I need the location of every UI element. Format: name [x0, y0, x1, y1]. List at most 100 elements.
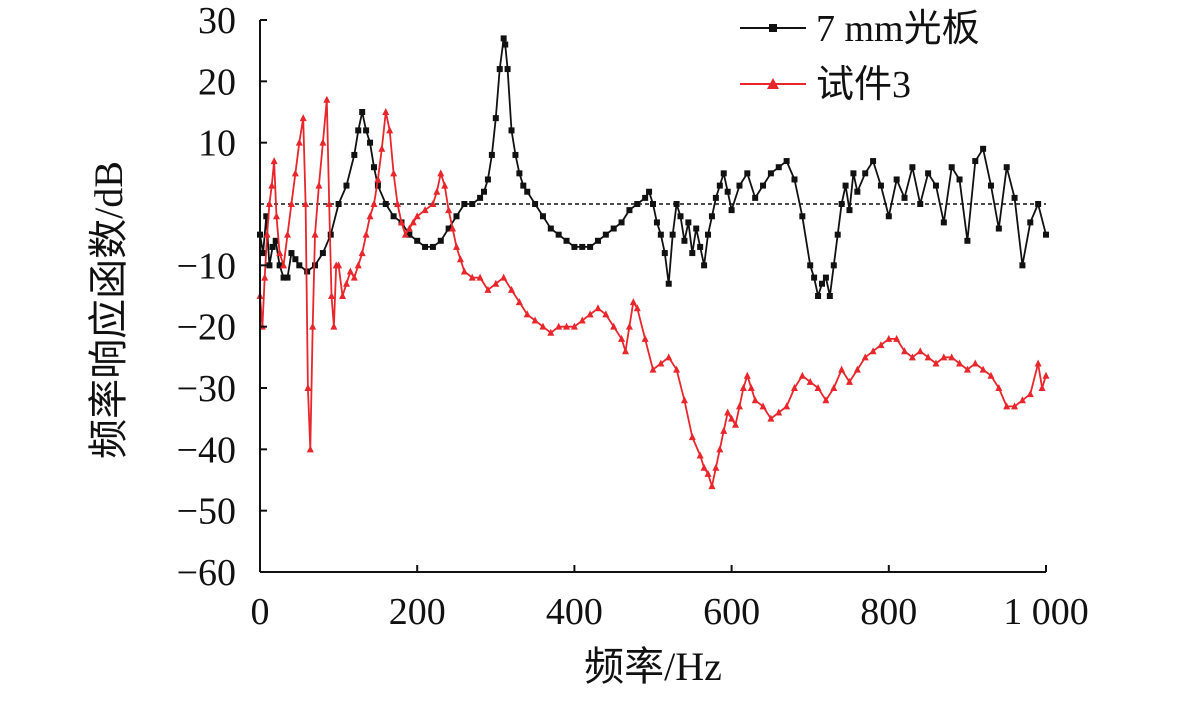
data-point-square: [288, 250, 295, 257]
data-point-triangle: [386, 126, 394, 134]
data-point-square: [818, 280, 825, 287]
legend-marker-square: [769, 24, 777, 32]
data-point-triangle: [830, 384, 838, 391]
data-point-square: [276, 262, 283, 269]
data-point-triangle: [563, 322, 571, 330]
data-point-square: [445, 225, 452, 232]
data-point-triangle: [940, 353, 948, 361]
data-point-triangle: [901, 347, 909, 355]
data-point-square: [1019, 262, 1026, 269]
data-point-square: [284, 274, 291, 281]
data-point-square: [594, 237, 601, 244]
data-point-triangle: [299, 114, 307, 122]
data-point-triangle: [963, 365, 971, 373]
y-tick-label: 30: [198, 0, 236, 42]
data-point-triangle: [618, 334, 626, 342]
data-point-triangle: [1011, 402, 1019, 410]
data-point-triangle: [775, 408, 783, 416]
data-point-square: [870, 158, 877, 165]
data-point-square: [673, 201, 680, 207]
data-point-square: [563, 237, 570, 244]
data-point-triangle: [1026, 390, 1034, 398]
data-point-square: [266, 262, 273, 269]
data-point-square: [547, 225, 554, 232]
axes-layer: [259, 20, 1046, 573]
data-point-square: [653, 219, 660, 226]
data-point-triangle: [732, 420, 740, 428]
data-point-triangle: [739, 384, 747, 391]
ticks-layer: 30 20 10 −10 −20 −30 −40 −50 −60 0 200 400 600 800 1 0…: [177, 0, 1089, 633]
data-point-square: [500, 35, 507, 42]
data-point-triangle: [500, 273, 508, 281]
x-tick-label: 400: [546, 591, 603, 633]
data-point-square: [343, 182, 350, 189]
data-point-triangle: [378, 144, 386, 152]
data-point-square: [319, 250, 326, 257]
data-point-triangle: [641, 334, 649, 342]
data-point-triangle: [515, 298, 523, 306]
data-point-triangle: [759, 402, 767, 410]
data-point-triangle: [633, 304, 641, 312]
data-point-triangle: [1038, 384, 1046, 391]
data-point-square: [1011, 194, 1018, 201]
data-point-square: [716, 182, 723, 189]
data-point-triangle: [358, 249, 366, 257]
data-point-square: [720, 170, 727, 177]
data-point-triangle: [306, 445, 314, 453]
data-point-triangle: [309, 322, 317, 330]
data-point-triangle: [712, 463, 720, 471]
data-point-triangle: [916, 347, 924, 355]
data-point-triangle: [295, 138, 303, 146]
data-point-square: [516, 170, 523, 177]
data-point-triangle: [342, 279, 350, 287]
data-point-square: [1043, 231, 1049, 238]
data-point-square: [508, 127, 515, 134]
data-point-triangle: [335, 261, 343, 269]
data-point-square: [363, 127, 370, 134]
data-point-triangle: [270, 157, 278, 165]
x-tick-label: 600: [703, 591, 760, 633]
data-point-square: [1035, 201, 1042, 207]
data-point-square: [744, 170, 751, 177]
data-point-triangle: [629, 298, 637, 306]
data-point-square: [292, 256, 299, 263]
data-point-square: [830, 262, 837, 269]
data-point-square: [917, 201, 924, 207]
legend-entry-specimen3: 试件3: [740, 64, 911, 106]
data-point-triangle: [261, 273, 269, 281]
data-point-triangle: [453, 242, 460, 250]
data-point-square: [481, 188, 488, 195]
data-point-triangle: [304, 384, 312, 391]
data-point-triangle: [263, 230, 271, 238]
data-point-square: [724, 188, 731, 195]
data-point-triangle: [350, 273, 358, 281]
data-point-square: [811, 274, 818, 281]
data-point-triangle: [1042, 371, 1050, 379]
data-point-triangle: [276, 249, 284, 257]
data-point-triangle: [1034, 359, 1042, 367]
data-point-triangle: [877, 341, 885, 349]
data-point-square: [842, 182, 849, 189]
data-point-triangle: [555, 322, 563, 330]
data-point-triangle: [688, 433, 696, 441]
data-point-square: [422, 243, 429, 250]
data-point-triangle: [621, 347, 629, 355]
legend-label-specimen3: 试件3: [816, 64, 911, 106]
data-point-triangle: [798, 371, 806, 379]
data-point-triangle: [665, 353, 673, 361]
data-point-square: [783, 158, 790, 165]
data-point-square: [539, 213, 546, 220]
data-point-square: [728, 207, 735, 214]
data-point-triangle: [790, 384, 798, 391]
x-tick-label: 800: [860, 591, 917, 633]
data-point-triangle: [822, 396, 830, 404]
data-point-square: [610, 225, 617, 232]
y-tick-label: −60: [177, 552, 236, 594]
data-point-square: [406, 231, 413, 238]
data-point-square: [708, 213, 715, 220]
data-point-square: [689, 250, 696, 257]
data-point-square: [685, 219, 692, 226]
data-point-square: [461, 201, 468, 207]
data-point-square: [263, 213, 270, 220]
